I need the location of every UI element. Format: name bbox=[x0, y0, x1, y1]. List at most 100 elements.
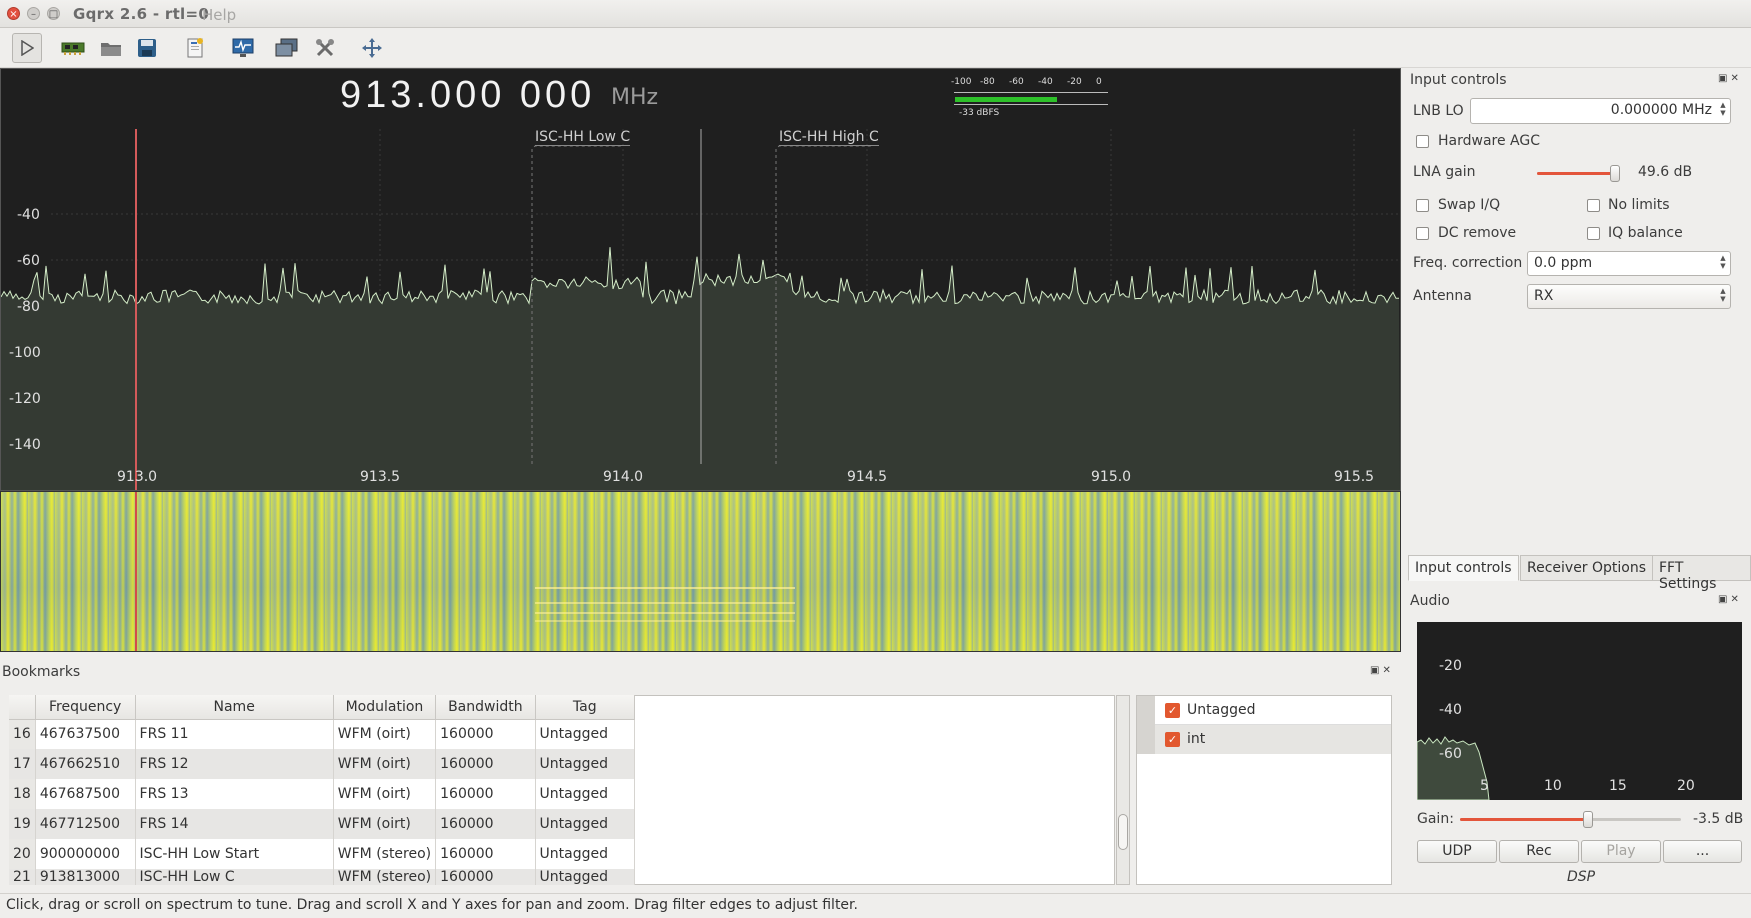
iq-recorder-button[interactable] bbox=[180, 33, 210, 63]
spin-arrows-icon[interactable]: ▲ ▼ bbox=[1720, 101, 1726, 117]
spectrum-plot[interactable]: 913.000 000 MHz -100 -80 -60 -40 -20 0 -33 dB… bbox=[0, 68, 1401, 491]
cell-bandwidth[interactable]: 160000 bbox=[435, 839, 536, 869]
bookmark-marker-high bbox=[775, 145, 871, 464]
cell-name[interactable]: FRS 11 bbox=[135, 719, 334, 749]
toggle-fullscreen-button[interactable] bbox=[357, 33, 387, 63]
cell-tag[interactable]: Untagged bbox=[535, 749, 636, 779]
table-row[interactable]: 18 467687500 FRS 13 WFM (oirt) 160000 Un… bbox=[9, 779, 636, 809]
waterfall-streak bbox=[535, 587, 795, 589]
cell-tag[interactable]: Untagged bbox=[535, 869, 636, 885]
cell-modulation[interactable]: WFM (oirt) bbox=[333, 809, 437, 839]
scrollbar-thumb[interactable] bbox=[1118, 814, 1128, 850]
cell-frequency[interactable]: 467712500 bbox=[35, 809, 136, 839]
cell-tag[interactable]: Untagged bbox=[535, 839, 636, 869]
cell-tag[interactable]: Untagged bbox=[535, 779, 636, 809]
table-row[interactable]: 17 467662510 FRS 12 WFM (oirt) 160000 Un… bbox=[9, 749, 636, 779]
cell-modulation[interactable]: WFM (oirt) bbox=[333, 749, 437, 779]
cell-name[interactable]: FRS 12 bbox=[135, 749, 334, 779]
menu-help[interactable]: Help bbox=[202, 6, 237, 24]
settings-tools-button[interactable] bbox=[310, 33, 340, 63]
checkmark-icon[interactable]: ✓ bbox=[1165, 703, 1180, 718]
cell-bandwidth[interactable]: 160000 bbox=[435, 719, 536, 749]
remote-control-button[interactable] bbox=[272, 33, 302, 63]
tag-list-item[interactable]: ✓ Untagged bbox=[1137, 696, 1391, 725]
frequency-display[interactable]: 913.000 000 bbox=[340, 74, 596, 116]
save-settings-button[interactable] bbox=[132, 33, 162, 63]
maximize-window-button[interactable]: □ bbox=[47, 7, 60, 20]
cell-modulation[interactable]: WFM (stereo) bbox=[333, 839, 437, 869]
dc-remove-checkbox[interactable] bbox=[1416, 227, 1429, 240]
tab-receiver-options[interactable]: Receiver Options bbox=[1520, 555, 1654, 581]
record-button[interactable]: Rec bbox=[1499, 840, 1579, 863]
cell-bandwidth[interactable]: 160000 bbox=[435, 869, 536, 885]
cell-bandwidth[interactable]: 160000 bbox=[435, 809, 536, 839]
tab-fft-settings[interactable]: FFT Settings bbox=[1652, 555, 1751, 592]
tab-input-controls[interactable]: Input controls bbox=[1408, 555, 1519, 581]
freq-correction-field[interactable]: 0.0 ppm ▲ ▼ bbox=[1527, 251, 1731, 276]
expand-arrows-icon bbox=[362, 38, 382, 58]
cell-frequency[interactable]: 900000000 bbox=[35, 839, 136, 869]
iq-balance-checkbox[interactable] bbox=[1587, 227, 1600, 240]
lnb-lo-field[interactable]: 0.000000 MHz ▲ ▼ bbox=[1470, 98, 1731, 124]
hardware-agc-checkbox[interactable] bbox=[1416, 135, 1429, 148]
dock-float-close-icons[interactable]: ▣✕ bbox=[1718, 594, 1742, 605]
audio-gain-slider-handle[interactable] bbox=[1583, 811, 1594, 828]
column-header-bandwidth[interactable]: Bandwidth bbox=[435, 695, 536, 720]
cell-frequency[interactable]: 913813000 bbox=[35, 869, 136, 885]
cell-frequency[interactable]: 467637500 bbox=[35, 719, 136, 749]
cell-tag[interactable]: Untagged bbox=[535, 809, 636, 839]
column-header-modulation[interactable]: Modulation bbox=[333, 695, 437, 720]
antenna-select[interactable]: RX ▲ ▼ bbox=[1527, 284, 1731, 309]
spin-arrows-icon[interactable]: ▲ ▼ bbox=[1720, 254, 1726, 270]
device-config-button[interactable] bbox=[58, 33, 88, 63]
swap-iq-checkbox[interactable] bbox=[1416, 199, 1429, 212]
cell-name[interactable]: FRS 13 bbox=[135, 779, 334, 809]
meter-tick-label: -40 bbox=[1038, 77, 1053, 87]
cell-name[interactable]: FRS 14 bbox=[135, 809, 334, 839]
udp-button[interactable]: UDP bbox=[1417, 840, 1497, 863]
column-header-frequency[interactable]: Frequency bbox=[35, 695, 136, 720]
table-row[interactable]: 19 467712500 FRS 14 WFM (oirt) 160000 Un… bbox=[9, 809, 636, 839]
cell-frequency[interactable]: 467687500 bbox=[35, 779, 136, 809]
cell-modulation[interactable]: WFM (oirt) bbox=[333, 719, 437, 749]
start-dsp-button[interactable] bbox=[12, 33, 42, 63]
lna-gain-slider-track[interactable] bbox=[1537, 165, 1621, 182]
audio-options-button[interactable]: ... bbox=[1663, 840, 1742, 863]
swap-iq-label: Swap I/Q bbox=[1438, 197, 1501, 213]
close-window-button[interactable]: × bbox=[7, 7, 20, 20]
dock-float-close-icons[interactable]: ▣✕ bbox=[1718, 73, 1742, 84]
table-row[interactable]: 21 913813000 ISC-HH Low C WFM (stereo) 1… bbox=[9, 869, 636, 885]
no-limits-checkbox[interactable] bbox=[1587, 199, 1600, 212]
cell-bandwidth[interactable]: 160000 bbox=[435, 779, 536, 809]
audio-fft-plot[interactable]: -20 -40 -60 5 10 15 20 bbox=[1417, 622, 1742, 800]
audio-x-tick: 15 bbox=[1609, 778, 1627, 794]
bookmark-label-low[interactable]: ISC-HH Low C bbox=[535, 129, 631, 146]
lna-gain-slider-handle[interactable] bbox=[1610, 165, 1621, 182]
x-tick-label: 913.5 bbox=[360, 469, 401, 485]
lnb-lo-value: 0.000000 MHz bbox=[1610, 102, 1712, 118]
dx-cluster-button[interactable] bbox=[228, 33, 258, 63]
waterfall-display[interactable] bbox=[0, 491, 1401, 652]
dock-float-close-icons[interactable]: ▣✕ bbox=[1370, 665, 1394, 676]
open-settings-button[interactable] bbox=[96, 33, 126, 63]
table-row[interactable]: 16 467637500 FRS 11 WFM (oirt) 160000 Un… bbox=[9, 719, 636, 749]
play-button[interactable]: Play bbox=[1581, 840, 1661, 863]
bookmark-label-high[interactable]: ISC-HH High C bbox=[779, 129, 879, 146]
column-header-name[interactable]: Name bbox=[135, 695, 334, 720]
cell-bandwidth[interactable]: 160000 bbox=[435, 749, 536, 779]
cell-modulation[interactable]: WFM (oirt) bbox=[333, 779, 437, 809]
bookmarks-scrollbar[interactable] bbox=[1116, 695, 1130, 885]
frequency-unit: MHz bbox=[611, 85, 659, 110]
checkmark-icon[interactable]: ✓ bbox=[1165, 732, 1180, 747]
dropdown-arrows-icon[interactable]: ▲ ▼ bbox=[1720, 287, 1726, 303]
table-row[interactable]: 20 900000000 ISC-HH Low Start WFM (stere… bbox=[9, 839, 636, 869]
audio-gain-slider-track[interactable] bbox=[1460, 811, 1681, 828]
cell-name[interactable]: ISC-HH Low Start bbox=[135, 839, 334, 869]
minimize-window-button[interactable]: – bbox=[27, 7, 40, 20]
cell-tag[interactable]: Untagged bbox=[535, 719, 636, 749]
cell-modulation[interactable]: WFM (stereo) bbox=[333, 869, 437, 885]
cell-frequency[interactable]: 467662510 bbox=[35, 749, 136, 779]
tag-list-item[interactable]: ✓ int bbox=[1137, 725, 1391, 754]
column-header-tag[interactable]: Tag bbox=[535, 695, 636, 720]
cell-name[interactable]: ISC-HH Low C bbox=[135, 869, 334, 885]
